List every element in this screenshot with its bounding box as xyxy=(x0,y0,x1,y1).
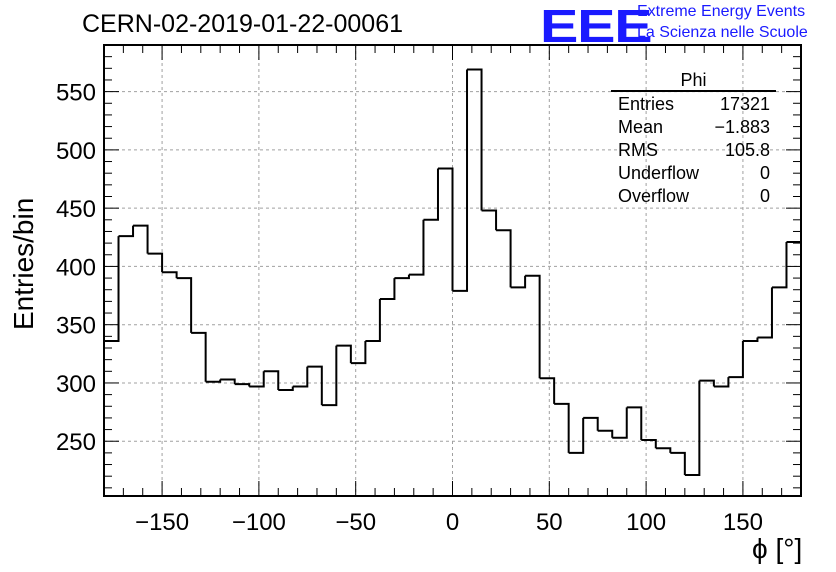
axes xyxy=(103,44,802,497)
histogram-bin xyxy=(583,416,599,431)
histogram-bin xyxy=(597,429,614,438)
histogram-bin xyxy=(742,337,759,343)
stats-row-underflow: Underflow 0 xyxy=(611,163,776,186)
histogram-bin xyxy=(626,406,643,441)
stats-label: Entries xyxy=(618,94,675,114)
stats-label: Overflow xyxy=(618,186,690,206)
y-tick-label: 400 xyxy=(56,254,96,281)
stats-value: 105.8 xyxy=(724,140,770,160)
histogram-bin xyxy=(321,345,338,407)
histogram-bin xyxy=(365,299,381,343)
stats-value: 0 xyxy=(759,163,770,183)
histogram-bin xyxy=(437,167,454,291)
x-tick-label: −50 xyxy=(335,509,376,536)
histogram-bin xyxy=(249,371,265,388)
histogram-bin xyxy=(147,252,164,273)
stats-label: Underflow xyxy=(618,163,700,183)
y-axis-label: Entries/bin xyxy=(8,197,39,330)
histogram-bin xyxy=(205,379,222,383)
x-tick-label: 150 xyxy=(723,509,763,536)
stats-row-rms: RMS 105.8 xyxy=(611,140,776,163)
histogram-bin xyxy=(467,68,483,211)
x-axis-label: ϕ [°] xyxy=(752,533,803,564)
y-tick-label: 450 xyxy=(56,196,96,223)
histogram-bin xyxy=(670,451,686,476)
histogram-bin xyxy=(423,168,439,221)
histogram-bin xyxy=(713,377,730,388)
histogram-bin xyxy=(408,219,425,276)
stats-value: 0 xyxy=(759,186,770,206)
histogram-bin xyxy=(771,241,788,289)
histogram-bin xyxy=(641,439,657,449)
histogram-bin xyxy=(176,277,193,333)
stats-value: 17321 xyxy=(719,94,770,114)
histogram-bin xyxy=(539,377,556,404)
histogram-series xyxy=(104,68,802,477)
stats-row-overflow: Overflow 0 xyxy=(611,186,776,209)
logo-text-line-2: La Scienza nelle Scuole xyxy=(637,24,808,41)
histogram-bin xyxy=(394,274,410,280)
tick-labels: −150 −100 −50 0 50 100 150 250 300 350 400 450 500 55… xyxy=(56,80,763,536)
histogram-bin xyxy=(728,341,744,379)
histogram-bin xyxy=(292,366,309,388)
stats-title: Phi xyxy=(680,70,707,90)
histogram-bin xyxy=(481,209,498,231)
histogram-bin xyxy=(278,386,294,391)
histogram-bin xyxy=(612,407,628,439)
histogram-bin xyxy=(263,370,280,390)
histogram-bin xyxy=(510,275,527,289)
chart-title: CERN-02-2019-01-22-00061 xyxy=(82,10,404,38)
histogram-bin xyxy=(220,378,236,385)
stats-box: Phi Entries 17321 Mean −1.883 RMS 105.8 … xyxy=(611,70,776,209)
x-tick-label: −100 xyxy=(232,509,286,536)
stats-label: RMS xyxy=(618,140,658,160)
y-tick-label: 500 xyxy=(56,138,96,165)
x-tick-label: 100 xyxy=(626,509,666,536)
logo-text-line-1: Extreme Energy Events xyxy=(637,3,806,20)
histogram-bin xyxy=(655,447,672,453)
histogram-bin xyxy=(191,331,207,382)
y-tick-label: 250 xyxy=(56,429,96,456)
histogram-bin xyxy=(699,379,715,387)
histogram-bin xyxy=(104,236,120,343)
y-tick-label: 550 xyxy=(56,80,96,107)
histogram-bin xyxy=(379,278,396,301)
x-tick-label: 0 xyxy=(446,509,459,536)
histogram-bin xyxy=(568,417,585,454)
histogram-bin xyxy=(336,344,352,364)
x-tick-label: 50 xyxy=(536,509,563,536)
histogram-bin xyxy=(554,402,570,453)
histogram-bin xyxy=(133,224,149,254)
histogram-bin xyxy=(525,274,541,379)
histogram-bin xyxy=(307,365,323,406)
histogram-bin xyxy=(684,380,701,477)
histogram-bin xyxy=(496,229,512,288)
histogram-bin xyxy=(350,341,367,365)
stats-row-entries: Entries 17321 xyxy=(611,94,776,117)
histogram-bin xyxy=(757,287,773,339)
stats-label: Mean xyxy=(618,117,664,137)
histogram-bin xyxy=(118,225,135,238)
histogram-bin xyxy=(162,271,178,279)
x-tick-label: −150 xyxy=(135,509,189,536)
eee-logo: EEE xyxy=(540,0,653,52)
y-tick-label: 300 xyxy=(56,371,96,398)
stats-separator xyxy=(611,90,776,92)
stats-row-mean: Mean −1.883 xyxy=(611,117,776,140)
y-tick-label: 350 xyxy=(56,313,96,340)
histogram-bin xyxy=(786,205,802,243)
histogram-bin xyxy=(234,383,251,387)
stats-value: −1.883 xyxy=(714,117,770,137)
histogram-bin xyxy=(452,69,469,292)
